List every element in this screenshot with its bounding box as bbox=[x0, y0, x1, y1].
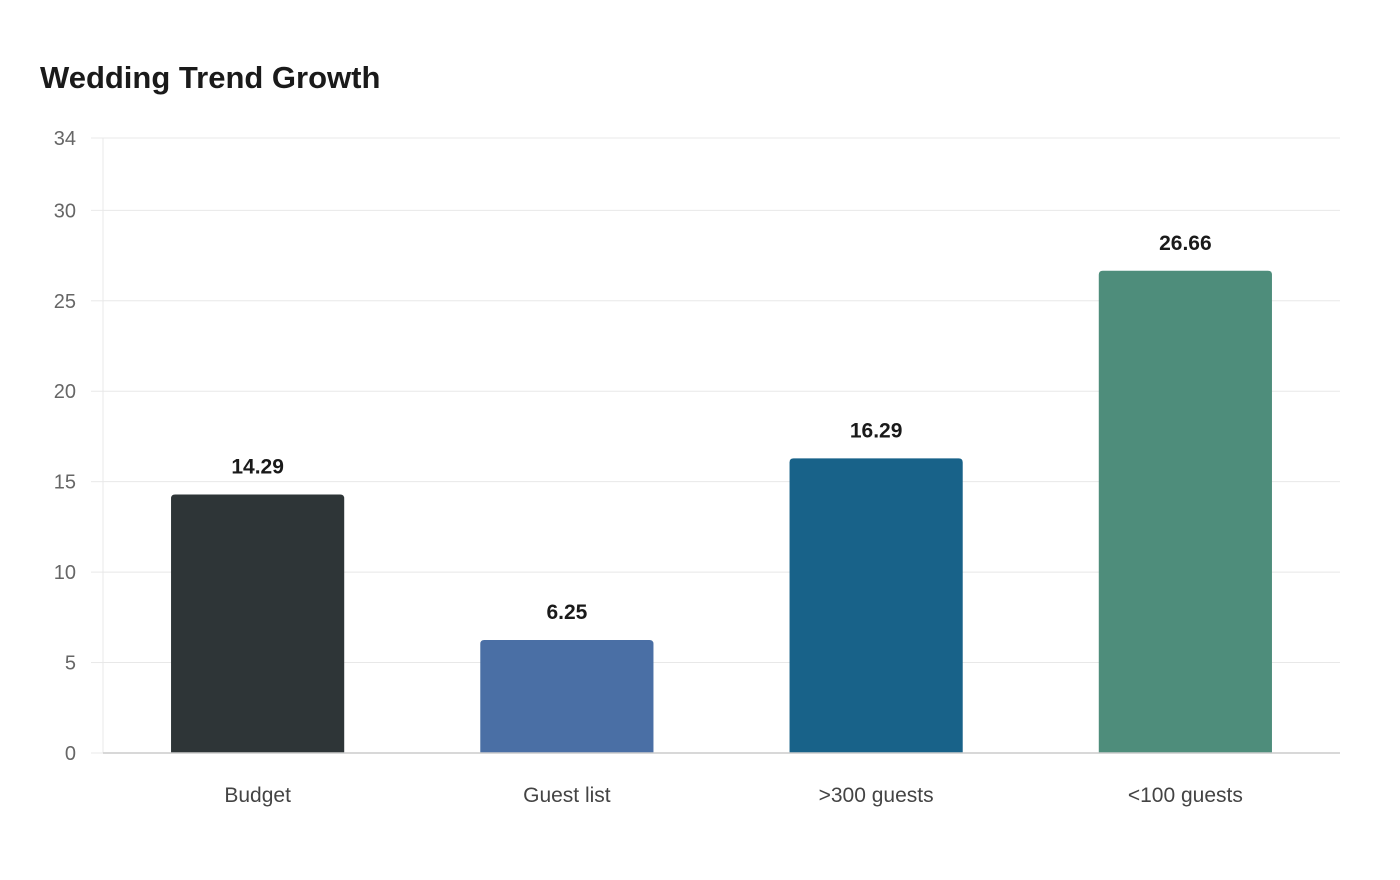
x-axis: Budget Guest list >300 guests <100 guests bbox=[103, 752, 1340, 807]
data-label: 26.66 bbox=[1159, 232, 1212, 255]
y-tick-label: 20 bbox=[54, 381, 76, 403]
x-tick-label: Guest list bbox=[523, 784, 611, 807]
bar bbox=[1098, 270, 1272, 753]
bars bbox=[171, 270, 1272, 753]
y-tick-label: 30 bbox=[54, 200, 76, 222]
bar bbox=[789, 458, 963, 753]
data-labels: 14.29 6.25 16.29 26.66 bbox=[231, 232, 1211, 624]
chart-title: Wedding Trend Growth bbox=[40, 60, 381, 95]
y-tick-label: 0 bbox=[65, 743, 76, 765]
y-tick-label: 15 bbox=[54, 472, 76, 494]
y-tick-label: 10 bbox=[54, 562, 76, 584]
bar bbox=[480, 639, 654, 753]
y-tick-label: 34 bbox=[54, 128, 76, 150]
x-tick-label: <100 guests bbox=[1128, 784, 1243, 807]
y-tick-label: 5 bbox=[65, 653, 76, 675]
x-tick-label: Budget bbox=[224, 784, 291, 807]
x-tick-label: >300 guests bbox=[819, 784, 934, 807]
bar bbox=[171, 494, 345, 753]
y-tick-label: 25 bbox=[54, 291, 76, 313]
data-label: 14.29 bbox=[231, 456, 284, 479]
data-label: 16.29 bbox=[850, 419, 903, 442]
y-axis: 0 5 10 15 20 25 30 34 bbox=[54, 128, 104, 765]
data-label: 6.25 bbox=[546, 601, 587, 624]
